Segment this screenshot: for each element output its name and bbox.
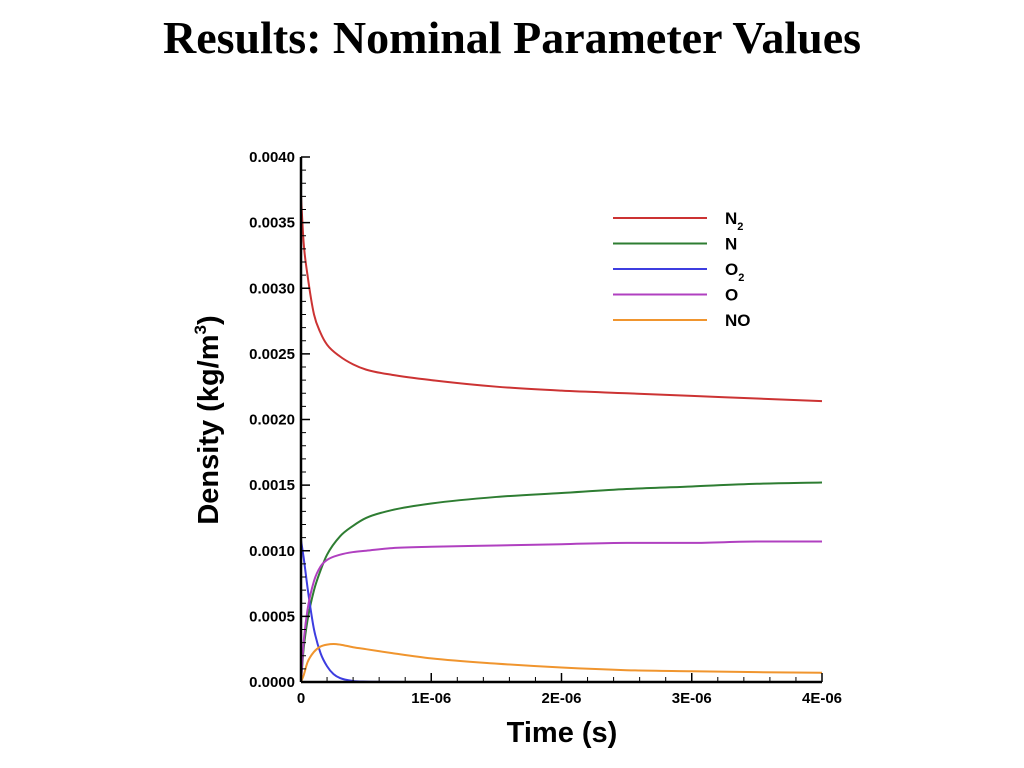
y-tick-label: 0.0015 [249, 477, 295, 494]
x-tick-label: 2E-06 [541, 690, 581, 707]
y-axis-title-main: Density (kg/m [193, 334, 225, 524]
legend-label-main: O [725, 286, 738, 305]
legend-label: O [725, 286, 738, 305]
legend-label: N2 [725, 209, 743, 233]
y-tick-label: 0.0000 [249, 674, 295, 691]
y-tick-label: 0.0025 [249, 346, 295, 363]
y-axis-title: Density (kg/m3) [191, 315, 225, 524]
series-line-o [300, 540, 822, 683]
x-tick-label: 4E-06 [802, 690, 842, 707]
legend-label: NO [725, 311, 751, 330]
legend-label-main: N [725, 209, 737, 228]
legend-label-main: N [725, 235, 737, 254]
series-line-no [300, 642, 823, 683]
legend-label-sub: 2 [738, 272, 744, 284]
axes [299, 157, 822, 684]
y-tick-label: 0.0035 [249, 215, 295, 232]
x-tick-label: 0 [297, 690, 305, 707]
series-line-n2 [300, 196, 823, 403]
series-line-o2 [300, 540, 822, 684]
ticks: 0.0000 0.0005 0.0010 0.0015 0.0020 0.0025 0.00… [249, 149, 842, 707]
x-axis-title: Time (s) [507, 717, 618, 749]
y-tick-label: 0.0030 [249, 280, 295, 297]
slide-title: Results: Nominal Parameter Values [162, 12, 862, 63]
y-axis-title-close: ) [193, 315, 225, 325]
legend-label: O2 [725, 260, 744, 284]
legend-label-main: NO [725, 311, 751, 330]
y-tick-label: 0.0005 [249, 608, 295, 625]
y-tick-label: 0.0040 [249, 149, 295, 166]
legend-label: N [725, 235, 737, 254]
x-tick-label: 3E-06 [672, 690, 712, 707]
legend-entry-o: O [613, 286, 738, 305]
x-tick-label: 1E-06 [411, 690, 451, 707]
legend-entry-no: NO [613, 311, 751, 330]
y-tick-label: 0.0010 [249, 543, 295, 560]
series-line-n [300, 481, 823, 683]
legend-entry-n2: N2 [613, 209, 743, 233]
legend-label-main: O [725, 260, 738, 279]
y-axis-title-sup: 3 [191, 325, 210, 334]
legend-entry-n: N [613, 235, 737, 254]
legend-label-sub: 2 [737, 221, 743, 233]
legend-entry-o2: O2 [613, 260, 744, 284]
series-curves [300, 196, 823, 684]
y-tick-label: 0.0020 [249, 412, 295, 429]
